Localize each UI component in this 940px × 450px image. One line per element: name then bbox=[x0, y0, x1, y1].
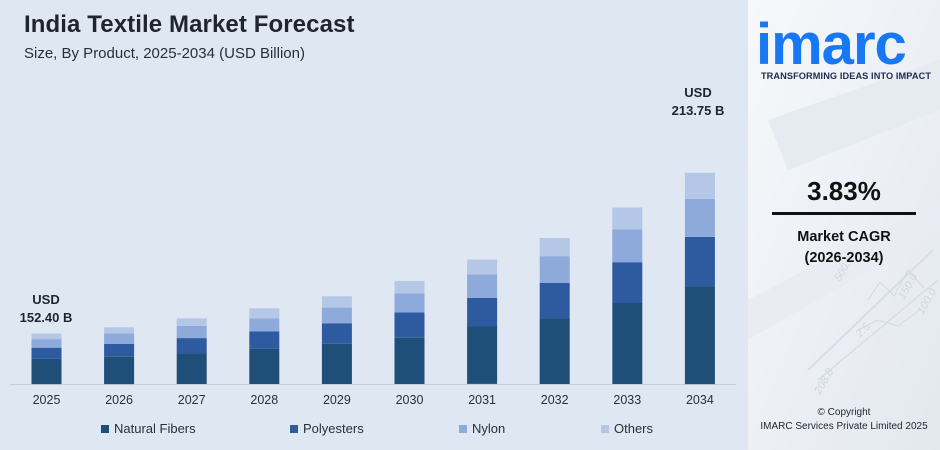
bar-polyesters-2025 bbox=[31, 347, 62, 359]
side-panel: 500.0 150.0 100.0 2.5 208.8 imarc TRANSF… bbox=[748, 0, 940, 450]
bar-others-2032 bbox=[539, 238, 570, 257]
x-tick-label-2025: 2025 bbox=[33, 393, 61, 407]
bar-nylon-2026 bbox=[104, 333, 135, 344]
legend-nylon: Nylon bbox=[459, 421, 505, 436]
bar-nylon-2028 bbox=[249, 318, 280, 332]
bar-others-2027 bbox=[176, 318, 207, 326]
bar-natural-fibers-2030 bbox=[394, 337, 425, 384]
bar-natural-fibers-2032 bbox=[539, 318, 570, 384]
cagr-label-line2: (2026-2034) bbox=[804, 250, 884, 266]
bar-polyesters-2027 bbox=[176, 338, 207, 354]
end-value-label: 213.75 B bbox=[671, 103, 725, 118]
bar-polyesters-2029 bbox=[321, 323, 352, 344]
bar-nylon-2027 bbox=[176, 325, 207, 339]
bar-others-2025 bbox=[31, 333, 62, 340]
x-tick-label-2031: 2031 bbox=[468, 393, 496, 407]
legend-swatch-others bbox=[601, 424, 609, 433]
bar-others-2029 bbox=[321, 296, 352, 308]
bar-polyesters-2028 bbox=[249, 331, 280, 349]
legend-label-nylon: Nylon bbox=[472, 421, 506, 436]
x-tick-label-2030: 2030 bbox=[396, 393, 424, 407]
legend-swatch-polyesters bbox=[290, 424, 298, 433]
logo-wordmark: imarc bbox=[756, 12, 906, 77]
bar-natural-fibers-2026 bbox=[104, 356, 135, 385]
legend-label-polyesters: Polyesters bbox=[303, 421, 364, 436]
legend-label-others: Others bbox=[614, 421, 654, 436]
chart-title: India Textile Market Forecast bbox=[24, 11, 355, 38]
x-tick-label-2027: 2027 bbox=[178, 393, 206, 407]
legend-natural-fibers: Natural Fibers bbox=[101, 421, 196, 436]
legend-polyesters: Polyesters bbox=[290, 421, 364, 436]
x-tick-label-2026: 2026 bbox=[105, 393, 133, 407]
x-tick-label-2033: 2033 bbox=[613, 393, 641, 407]
bar-nylon-2025 bbox=[31, 339, 62, 348]
x-tick-label-2032: 2032 bbox=[541, 393, 569, 407]
bar-natural-fibers-2028 bbox=[249, 348, 280, 384]
bar-polyesters-2033 bbox=[612, 262, 643, 303]
end-value-callout: USD 213.75 B bbox=[664, 84, 732, 120]
bar-natural-fibers-2031 bbox=[467, 326, 498, 384]
bar-polyesters-2031 bbox=[467, 297, 498, 327]
imarc-logo: imarc bbox=[756, 12, 907, 77]
bar-polyesters-2034 bbox=[684, 237, 715, 287]
bar-others-2034 bbox=[684, 172, 715, 199]
bar-polyesters-2026 bbox=[104, 343, 135, 357]
end-currency-label: USD bbox=[684, 85, 712, 100]
chart-panel: 2025 2026 2027 2028 2029 2030 2031 2032 2033 2034… bbox=[10, 11, 736, 436]
bar-natural-fibers-2025 bbox=[31, 358, 62, 385]
bar-others-2031 bbox=[467, 259, 498, 275]
chart-canvas: 2025 2026 2027 2028 2029 2030 2031 2032 2033 2034 bbox=[10, 172, 736, 407]
cagr-divider bbox=[772, 212, 916, 215]
bar-polyesters-2030 bbox=[394, 312, 425, 338]
bar-nylon-2030 bbox=[394, 293, 425, 313]
cagr-label-line1: Market CAGR bbox=[797, 229, 891, 245]
bar-nylon-2033 bbox=[612, 229, 643, 263]
start-value-label: 152.40 B bbox=[19, 310, 73, 325]
bar-others-2030 bbox=[394, 280, 425, 294]
bar-nylon-2032 bbox=[539, 256, 570, 283]
x-tick-label-2029: 2029 bbox=[323, 393, 351, 407]
cagr-label: Market CAGR (2026-2034) bbox=[748, 227, 940, 269]
legend-swatch-natural-fibers bbox=[101, 424, 109, 433]
bar-nylon-2031 bbox=[467, 274, 498, 298]
x-tick-label-2034: 2034 bbox=[686, 393, 714, 407]
legend-label-natural-fibers: Natural Fibers bbox=[114, 421, 196, 436]
cagr-value: 3.83% bbox=[807, 176, 881, 206]
bar-others-2033 bbox=[612, 207, 643, 230]
copyright-note: © Copyright IMARC Services Private Limit… bbox=[748, 406, 940, 434]
bar-others-2028 bbox=[249, 308, 280, 319]
chart-subtitle: Size, By Product, 2025-2034 (USD Billion… bbox=[24, 45, 305, 62]
bar-polyesters-2032 bbox=[539, 283, 570, 319]
logo-tagline: TRANSFORMING IDEAS INTO IMPACT bbox=[760, 71, 932, 81]
side-background-graphic: 500.0 150.0 100.0 2.5 208.8 bbox=[748, 0, 940, 450]
bar-nylon-2029 bbox=[321, 307, 352, 324]
legend-others: Others bbox=[601, 421, 653, 436]
bar-nylon-2034 bbox=[684, 198, 715, 237]
x-tick-label-2028: 2028 bbox=[250, 393, 278, 407]
bar-others-2026 bbox=[104, 327, 135, 334]
start-value-callout: USD 152.40 B bbox=[14, 291, 78, 327]
copyright-line2: IMARC Services Private Limited 2025 bbox=[760, 421, 928, 432]
bar-natural-fibers-2027 bbox=[176, 353, 207, 384]
bar-natural-fibers-2034 bbox=[684, 286, 715, 385]
copyright-line1: © Copyright bbox=[817, 407, 871, 418]
start-currency-label: USD bbox=[32, 292, 60, 307]
bar-natural-fibers-2029 bbox=[321, 343, 352, 384]
legend-swatch-nylon bbox=[459, 424, 467, 433]
bar-natural-fibers-2033 bbox=[612, 303, 643, 384]
